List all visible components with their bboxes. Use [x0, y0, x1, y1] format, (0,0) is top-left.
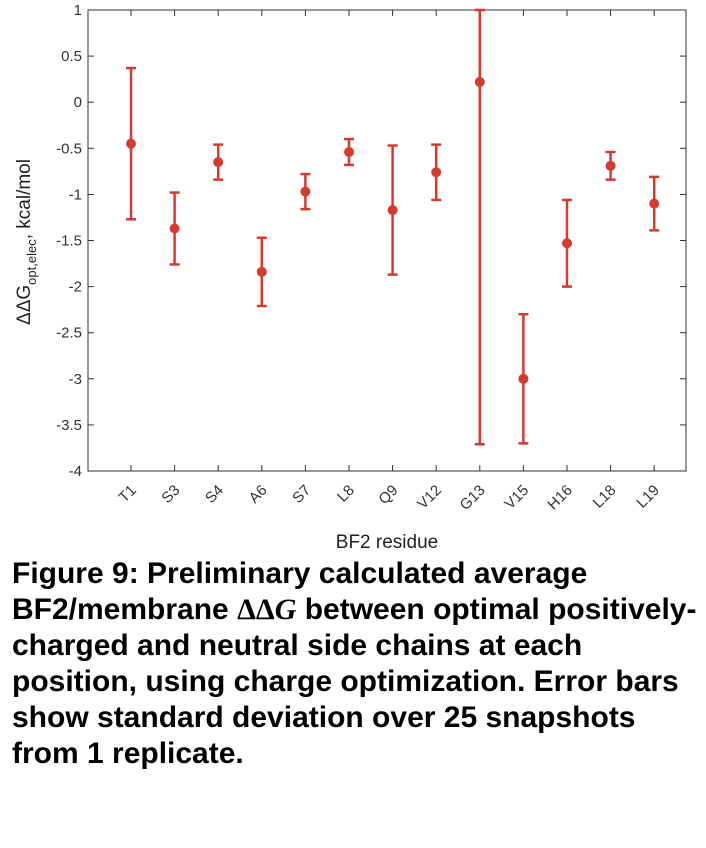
error-bar-chart: 1 0.5 0 -0.5 -1 -1.5 -2 -2.5 -3 -3.5 -4 T1 S3 S4 A6 S7…	[14, 2, 687, 553]
y-axis-title-unit: , kcal/mol	[14, 159, 35, 239]
y-tick-label: -2.5	[56, 325, 82, 342]
x-tick-label: V15	[501, 482, 532, 513]
data-point-S3	[169, 223, 180, 234]
data-point-G13	[474, 76, 485, 87]
caption-delta-symbol: ΔΔ	[237, 593, 275, 626]
caption-g-symbol: G	[274, 593, 297, 626]
y-tick-label: -1	[69, 186, 82, 203]
caption-text-1: Figure 9: Preliminary calculated average…	[12, 557, 588, 626]
x-tick-label: G13	[457, 482, 489, 514]
data-point-Q9	[387, 205, 398, 216]
y-axis-title-subscript: opt,elec	[24, 239, 39, 285]
data-point-L19	[649, 198, 660, 209]
x-tick-label: A6	[246, 482, 271, 507]
data-point-A6	[256, 266, 267, 277]
y-tick-label: -1.5	[56, 233, 82, 250]
y-tick-label: 0.5	[61, 48, 82, 65]
plot-frame	[87, 9, 687, 472]
data-point-H16	[562, 238, 572, 249]
caption-text-2: between optimal positively-charged and n…	[12, 593, 697, 770]
y-axis-title: ΔΔGopt,elec, kcal/mol	[14, 159, 39, 325]
x-tick-label: V12	[414, 482, 445, 513]
data-point-V15	[518, 373, 529, 384]
x-tick-label: S3	[158, 482, 183, 507]
data-point-S4	[213, 157, 224, 168]
x-tick-label: S4	[202, 482, 227, 507]
x-tick-label: H16	[544, 482, 575, 513]
y-tick-label: 1	[74, 2, 82, 19]
x-axis-ticks: T1 S3 S4 A6 S7 L8 Q9 V12 G13 V15 H16 L18 L19	[115, 10, 663, 514]
x-tick-label: L18	[590, 482, 620, 512]
y-axis-title-main: ΔΔG	[14, 285, 35, 325]
y-tick-label: 0	[74, 94, 82, 111]
y-tick-label: -3.5	[56, 417, 82, 434]
y-axis-ticks: 1 0.5 0 -0.5 -1 -1.5 -2 -2.5 -3 -3.5 -4	[56, 2, 686, 480]
y-tick-label: -3	[69, 371, 82, 388]
x-tick-label: L19	[633, 482, 663, 512]
x-axis-title: BF2 residue	[336, 532, 438, 553]
error-bars	[126, 8, 660, 446]
x-tick-label: T1	[115, 482, 139, 506]
data-point-L8	[344, 146, 354, 157]
data-point-S7	[300, 186, 311, 197]
y-tick-label: -2	[69, 279, 82, 296]
x-tick-label: S7	[289, 482, 314, 507]
data-point-V12	[431, 167, 442, 178]
x-tick-label: L8	[334, 482, 358, 506]
data-points	[126, 76, 660, 384]
x-tick-label: Q9	[375, 482, 401, 508]
y-tick-label: -4	[69, 463, 82, 480]
y-tick-label: -0.5	[56, 140, 82, 157]
data-point-L18	[605, 160, 616, 171]
figure-caption: Figure 9: Preliminary calculated average…	[12, 556, 702, 772]
data-point-T1	[126, 138, 136, 149]
